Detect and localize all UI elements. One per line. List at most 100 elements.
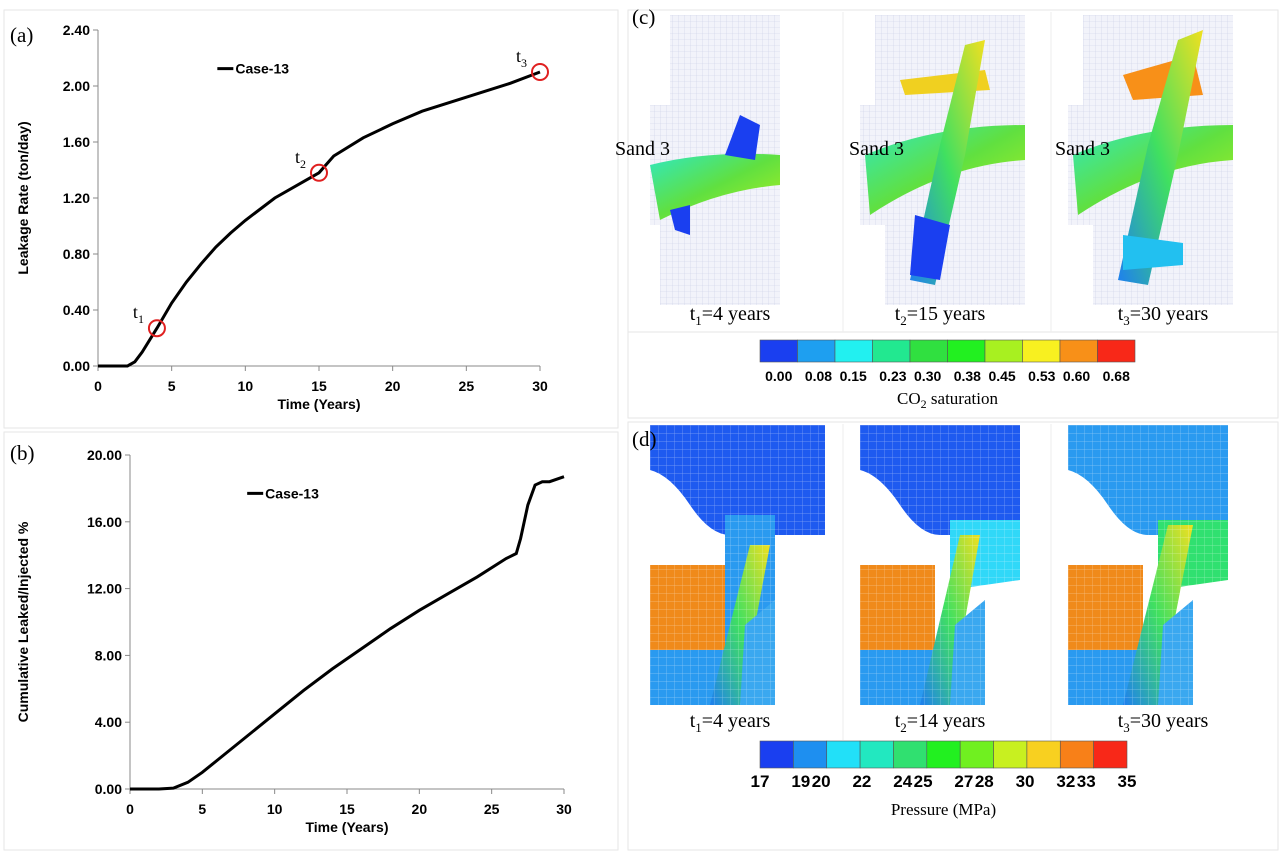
annotation-text: t bbox=[295, 147, 300, 167]
caption-sub: 3 bbox=[1123, 720, 1130, 735]
y-axis-label: Leakage Rate (ton/day) bbox=[15, 121, 31, 274]
x-tick-label: 30 bbox=[532, 378, 548, 394]
annotation: t1 bbox=[133, 302, 144, 326]
x-tick-label: 5 bbox=[168, 378, 176, 394]
colorbar-tick-label: 17 bbox=[751, 772, 770, 791]
colorbar-title-part: Pressure (MPa) bbox=[891, 800, 996, 819]
colorbar-tick-label: 0.00 bbox=[765, 368, 792, 384]
y-tick-label: 0.00 bbox=[95, 781, 122, 797]
x-tick-label: 25 bbox=[459, 378, 475, 394]
colorbar-cell bbox=[859, 740, 894, 769]
x-tick-label: 0 bbox=[94, 378, 102, 394]
pressure-image bbox=[650, 425, 825, 705]
marker-circle bbox=[310, 163, 328, 182]
colorbar-cell bbox=[797, 339, 836, 363]
region-label: Sand 3 bbox=[1055, 138, 1110, 160]
caption-rest: =14 years bbox=[907, 710, 986, 732]
x-tick-label: 0 bbox=[126, 801, 134, 817]
pressure-image bbox=[860, 425, 1020, 705]
pressure-image bbox=[1068, 425, 1228, 705]
panel-frame bbox=[3, 9, 619, 429]
y-tick-label: 2.40 bbox=[63, 22, 90, 38]
colorbar-cell bbox=[759, 740, 794, 769]
marker-circle bbox=[531, 63, 549, 81]
colorbar-cell bbox=[1097, 339, 1136, 363]
colorbar-tick-label: 0.23 bbox=[879, 368, 906, 384]
region-label: Sand 3 bbox=[615, 138, 670, 160]
panel-label: (d) bbox=[632, 427, 657, 451]
colorbar-cell bbox=[947, 339, 986, 363]
colorbar-cell bbox=[926, 740, 961, 769]
colorbar-cell bbox=[1026, 740, 1061, 769]
colorbar-tick-label: 0.08 bbox=[805, 368, 832, 384]
colorbar-tick-label: 20 bbox=[812, 772, 831, 791]
colorbar-title: Pressure (MPa) bbox=[891, 800, 996, 819]
x-tick-label: 30 bbox=[556, 801, 572, 817]
region-label: Sand 3 bbox=[849, 138, 904, 160]
annotation-text: t bbox=[133, 302, 138, 322]
colorbar-title: CO2 saturation bbox=[897, 389, 998, 411]
colorbar-cell bbox=[959, 740, 994, 769]
data-line bbox=[98, 70, 541, 368]
caption-sub: 2 bbox=[900, 720, 907, 735]
colorbar-tick-label: 22 bbox=[852, 772, 871, 791]
caption: t2=15 years bbox=[895, 303, 986, 328]
colorbar-title-part: 2 bbox=[921, 397, 927, 411]
y-tick-label: 0.80 bbox=[63, 246, 90, 262]
y-axis-label: Cumulative Leaked/Injected % bbox=[15, 521, 31, 722]
colorbar-tick-label: 0.45 bbox=[988, 368, 1015, 384]
x-tick-label: 25 bbox=[484, 801, 500, 817]
colorbar-tick-label: 33 bbox=[1077, 772, 1096, 791]
panel-frame bbox=[3, 431, 619, 851]
colorbar-cell bbox=[984, 339, 1023, 363]
x-tick-label: 20 bbox=[385, 378, 401, 394]
caption-text: t bbox=[895, 303, 901, 325]
panel-frame bbox=[627, 421, 1279, 851]
colorbar-tick-label: 0.15 bbox=[840, 368, 867, 384]
y-tick-label: 20.00 bbox=[87, 447, 122, 463]
y-tick-label: 4.00 bbox=[95, 714, 122, 730]
caption-sub: 1 bbox=[695, 720, 702, 735]
colorbar-tick-label: 0.30 bbox=[914, 368, 941, 384]
panel-label: (b) bbox=[10, 441, 35, 465]
caption: t3=30 years bbox=[1118, 303, 1209, 328]
colorbar-tick-label: 30 bbox=[1016, 772, 1035, 791]
colorbar-tick-label: 0.38 bbox=[954, 368, 981, 384]
colorbar-tick-label: 28 bbox=[975, 772, 994, 791]
y-tick-label: 2.00 bbox=[63, 78, 90, 94]
y-tick-label: 0.40 bbox=[63, 302, 90, 318]
caption-text: t bbox=[1118, 303, 1124, 325]
y-tick-label: 8.00 bbox=[95, 647, 122, 663]
colorbar-tick-label: 0.53 bbox=[1028, 368, 1055, 384]
caption-rest: =30 years bbox=[1130, 710, 1209, 732]
y-tick-label: 12.00 bbox=[87, 581, 122, 597]
marker-circle bbox=[147, 319, 166, 338]
caption-rest: =30 years bbox=[1130, 303, 1209, 325]
saturation-image bbox=[650, 15, 780, 305]
annotation-text: t bbox=[516, 46, 521, 66]
panel-label: (c) bbox=[632, 5, 655, 29]
colorbar-cell bbox=[1093, 740, 1128, 769]
caption-text: t bbox=[690, 710, 696, 732]
colorbar-cell bbox=[834, 339, 873, 363]
panel-frame bbox=[627, 9, 1279, 419]
colorbar-tick-label: 19 bbox=[791, 772, 810, 791]
colorbar-cell bbox=[993, 740, 1028, 769]
colorbar-cell bbox=[872, 339, 911, 363]
x-axis-label: Time (Years) bbox=[277, 396, 360, 412]
y-tick-label: 1.20 bbox=[63, 190, 90, 206]
caption-sub: 3 bbox=[1123, 313, 1130, 328]
x-tick-label: 5 bbox=[198, 801, 206, 817]
colorbar-tick-label: 0.68 bbox=[1103, 368, 1130, 384]
x-tick-label: 20 bbox=[412, 801, 428, 817]
caption: t2=14 years bbox=[895, 710, 986, 735]
caption: t3=30 years bbox=[1118, 710, 1209, 735]
colorbar-cell bbox=[1059, 740, 1094, 769]
annotation-sub: 1 bbox=[138, 312, 144, 326]
colorbar-cell bbox=[759, 339, 798, 363]
y-tick-label: 1.60 bbox=[63, 134, 90, 150]
x-tick-label: 15 bbox=[311, 378, 327, 394]
caption-text: t bbox=[1118, 710, 1124, 732]
annotation: t2 bbox=[295, 147, 306, 171]
